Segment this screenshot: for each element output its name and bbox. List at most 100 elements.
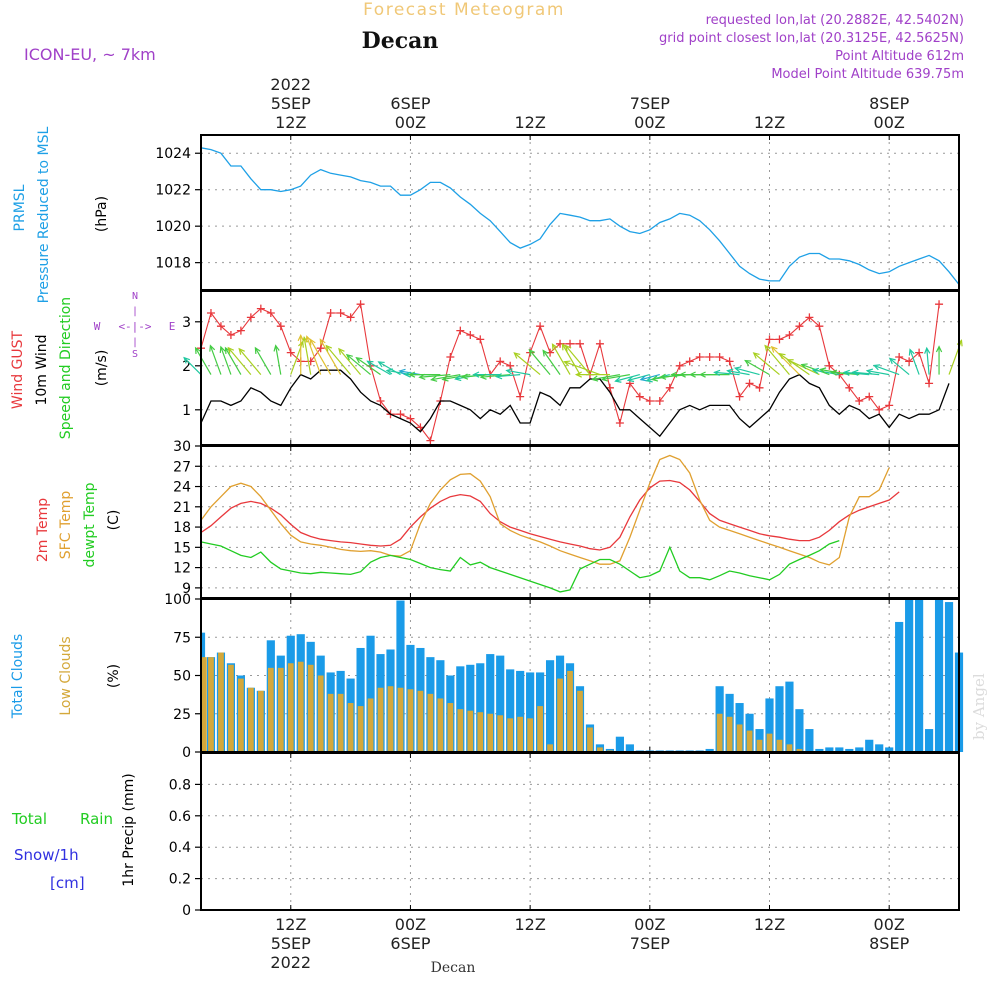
wind-gust-marker (516, 392, 525, 401)
low-cloud-bar (517, 716, 524, 752)
temp-sfc-line (200, 454, 890, 566)
wind-gust-marker (685, 357, 694, 366)
wind-gust-marker (476, 335, 485, 344)
total-cloud-bar (924, 729, 934, 752)
wind-gust-marker (286, 348, 295, 357)
snow-unit: [cm] (50, 874, 85, 892)
total-cloud-bar (825, 747, 834, 752)
wind-arrow-head (398, 368, 406, 375)
gridpoint-coordinates: grid point closest lon,lat (20.3125E, 42… (659, 31, 964, 46)
wind-arrow-head (924, 346, 931, 354)
top-axis-label: 00Z (395, 113, 426, 132)
wind-arrow-head (829, 369, 838, 376)
wind-panel: 1 2 3 (182, 290, 963, 446)
wind-arrow-head (472, 371, 480, 378)
wind-arrow-head (355, 356, 363, 364)
low-cloud-bar (307, 664, 314, 752)
wind-gust-marker (745, 379, 754, 388)
wind-arrow-head (305, 335, 312, 343)
wind-arrow-shaft (867, 370, 890, 376)
pressure-labels: PRMSL Pressure Reduced to MSL (hPa) (12, 126, 110, 303)
wind-arrow (505, 368, 531, 376)
top-axis-label: 12Z (754, 113, 785, 132)
wind-gust-marker (566, 339, 575, 348)
total-cloud-bar (895, 621, 904, 752)
wind-arrow (209, 344, 222, 375)
clouds-unit: (%) (106, 664, 122, 688)
wind-arrow-head (698, 371, 706, 378)
wind-arrow-head (752, 352, 760, 359)
wind-arrow-head (563, 360, 571, 367)
wind-gust-marker (326, 309, 335, 317)
temp-ytick-label-3: 18 (173, 520, 191, 536)
precip-grid (201, 753, 959, 911)
low-cloud-bar (327, 693, 334, 752)
low-cloud-bar (407, 689, 414, 752)
top-axis-label: 8SEP (869, 94, 909, 113)
precip-ytick-label-0: 0 (182, 903, 191, 919)
wind-arrow (872, 364, 900, 376)
wind-arrow (472, 371, 501, 378)
wind-gust-marker (456, 326, 465, 335)
low-cloud-bar (208, 657, 214, 752)
wind-arrow-head (614, 376, 622, 383)
low-cloud-bar (786, 744, 793, 752)
wind-arrow (495, 373, 521, 380)
wind-arrow (778, 352, 810, 376)
wind-frame (200, 290, 960, 446)
requested-coordinates: requested lon,lat (20.2882E, 42.5402N) (706, 13, 964, 28)
wind-10m-line (200, 369, 950, 438)
wind-arrow-head (645, 376, 653, 383)
wind-gust-marker (795, 322, 804, 331)
wind-arrow (309, 338, 332, 375)
wind-arrow (513, 352, 541, 376)
location-name: Decan (362, 28, 439, 54)
wind-gust-marker (336, 309, 345, 317)
wind-arrow-head (454, 374, 462, 382)
wind-arrow-shaft (220, 346, 232, 375)
low-cloud-bar (597, 747, 603, 752)
wind-gust-marker (665, 383, 674, 392)
wind-arrow-head (842, 369, 850, 376)
wind-arrow-head (908, 348, 915, 356)
wind-arrow-head (590, 375, 599, 382)
temp-ytick-label-0: 9 (182, 581, 191, 597)
wind-gust-marker (446, 353, 455, 361)
low-cloud-bar (267, 667, 274, 752)
wind-ytick-label-2: 3 (182, 315, 191, 331)
wind-arrow (924, 346, 931, 375)
temp-dewpt-label: dewpt Temp (82, 482, 98, 567)
wind-arrow (418, 373, 451, 380)
wind-gust-marker (885, 401, 894, 410)
compass-rose: N | W <-|-> E | S (94, 291, 176, 360)
wind-gust-marker (935, 300, 944, 309)
wind-arrow (355, 356, 381, 376)
wind-gust-markers (197, 300, 944, 445)
precipitation-panel: 0 0.2 0.4 0.6 0.8 (169, 752, 960, 919)
wind-arrow (551, 343, 571, 375)
low-cloud-bar (417, 690, 424, 752)
total-cloud-bar (396, 600, 405, 752)
temp-2m-label: 2m Temp (35, 498, 51, 562)
low-cloud-bar (547, 744, 553, 752)
wind-arrow-head (495, 373, 503, 380)
pressure-label-2: Pressure Reduced to MSL (36, 126, 52, 303)
wind-arrow-shaft (325, 345, 352, 375)
wind-arrow-head (385, 368, 393, 375)
wind-arrow-shaft (714, 371, 740, 376)
wind-gust-marker (775, 335, 784, 344)
wind-arrow-head (479, 373, 487, 380)
wind-arrow-shaft (926, 348, 930, 375)
wind-arrow-shaft (209, 345, 222, 375)
clouds-ytick-label-1: 25 (173, 707, 191, 723)
wind-arrow-head (865, 368, 874, 375)
wind-arrow (183, 356, 202, 376)
wind-arrow-shaft (615, 374, 640, 382)
wind-arrow-shaft (227, 347, 252, 375)
pressure-grid (201, 135, 959, 290)
wind-labels: Wind GUST 10m Wind Speed and Direction (… (10, 297, 110, 439)
wind-gust-marker (615, 419, 624, 427)
wind-arrow-shaft (275, 345, 282, 375)
wind-arrow-shaft (873, 364, 900, 376)
